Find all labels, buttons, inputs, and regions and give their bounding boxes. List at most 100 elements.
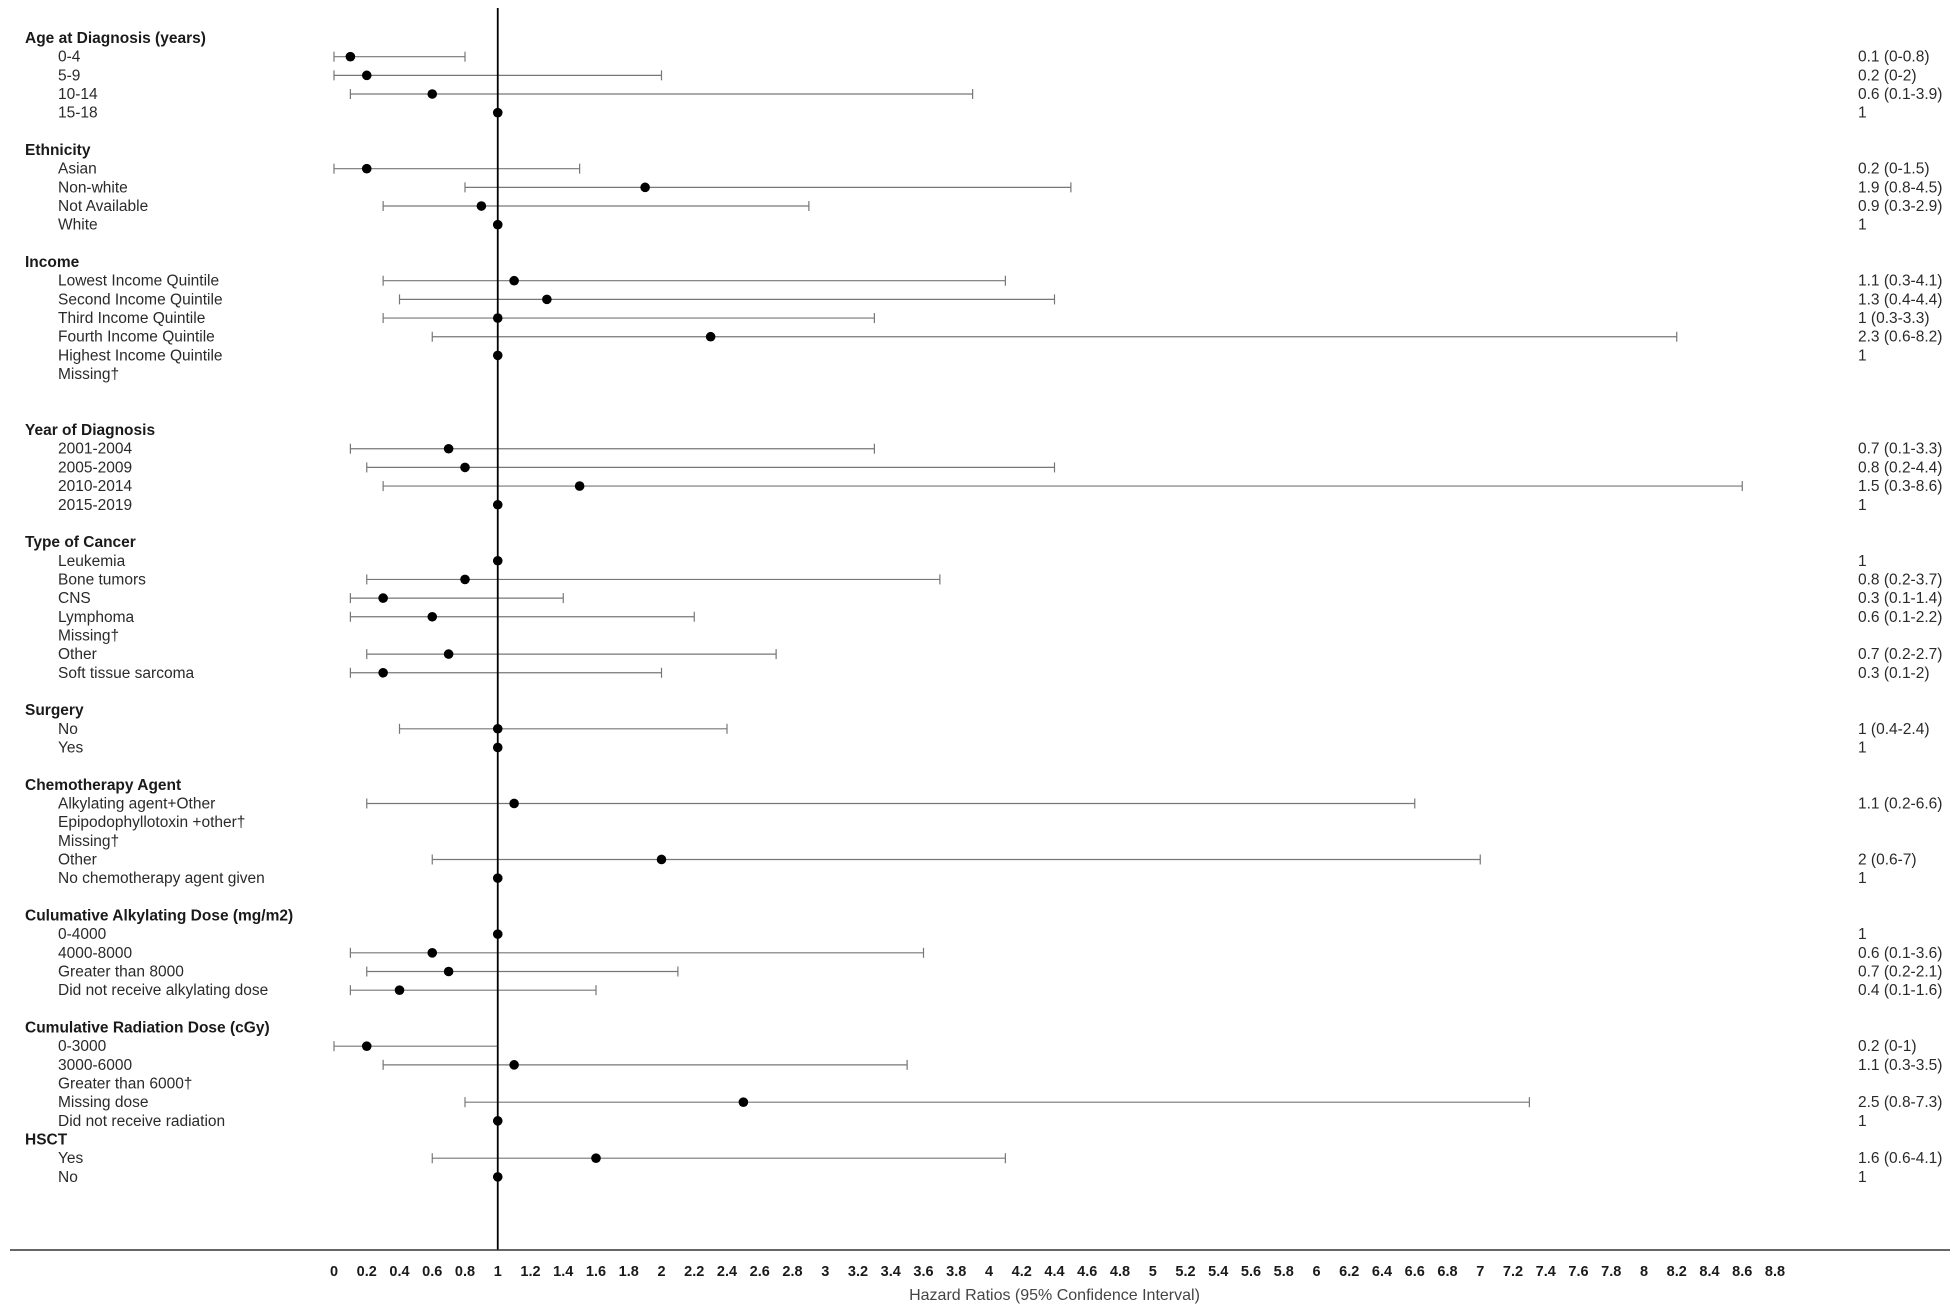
value-label: 1	[1858, 105, 1867, 122]
x-tick-label: 7.6	[1568, 1264, 1588, 1280]
group-label: Culumative Alkylating Dose (mg/m2)	[25, 907, 293, 924]
x-tick-label: 7	[1476, 1264, 1484, 1280]
group-label: Age at Diagnosis (years)	[25, 30, 206, 47]
table-row: Greater than 6000†	[58, 1076, 192, 1093]
x-axis-title: Hazard Ratios (95% Confidence Interval)	[909, 1287, 1200, 1304]
x-tick-label: 8.6	[1732, 1264, 1752, 1280]
x-tick-label: 7.2	[1503, 1264, 1523, 1280]
x-tick-label: 2.4	[717, 1264, 737, 1280]
x-tick-label: 0.8	[455, 1264, 475, 1280]
value-label: 0.6 (0.1-2.2)	[1858, 609, 1942, 626]
x-tick-label: 8.8	[1765, 1264, 1785, 1280]
table-row: Bone tumors 0.8 (0.2-3.7)	[58, 571, 1942, 588]
point-estimate	[640, 182, 650, 193]
value-label: 0.2 (0-1)	[1858, 1038, 1917, 1055]
x-tick-labels: 0 0.2 0.4 0.6 0.8 1 1.2 1.4 1.6 1.8 2 2.2 2.4 2.6 2.8 3…	[330, 1264, 1785, 1280]
value-label: 0.1 (0-0.8)	[1858, 49, 1930, 66]
value-label: 0.7 (0.2-2.7)	[1858, 646, 1942, 663]
value-label: 0.6 (0.1-3.6)	[1858, 945, 1942, 962]
value-label: 1	[1858, 347, 1867, 364]
point-estimate	[427, 948, 438, 958]
row-label: Missing†	[58, 366, 119, 383]
value-label: 0.8 (0.2-4.4)	[1858, 459, 1942, 476]
table-row: 15-18 1	[58, 105, 1867, 122]
value-label: 0.2 (0-2)	[1858, 67, 1917, 84]
value-label: 0.2 (0-1.5)	[1858, 161, 1930, 178]
value-label: 1.6 (0.6-4.1)	[1858, 1150, 1942, 1167]
value-label: 0.6 (0.1-3.9)	[1858, 86, 1942, 103]
point-estimate	[460, 574, 470, 585]
row-label: Lowest Income Quintile	[58, 273, 219, 290]
table-row: Greater than 8000 0.7 (0.2-2.1)	[58, 964, 1942, 981]
row-label: Asian	[58, 161, 97, 178]
row-label: Greater than 6000†	[58, 1076, 192, 1093]
x-tick-label: 2.8	[782, 1264, 802, 1280]
table-row: 2015-2019 1	[58, 497, 1867, 514]
table-row: 2010-2014 1.5 (0.3-8.6)	[58, 478, 1942, 495]
point-estimate	[542, 294, 552, 305]
value-label: 1	[1858, 739, 1867, 756]
row-label: 0-4000	[58, 926, 107, 943]
table-row: Third Income Quintile 1 (0.3-3.3)	[58, 310, 1930, 327]
row-label: 5-9	[58, 67, 80, 84]
row-label: Non-white	[58, 179, 128, 196]
point-estimate	[345, 51, 356, 62]
table-row: Alkylating agent+Other 1.1 (0.2-6.6)	[58, 795, 1942, 812]
table-row: No 1 (0.4-2.4)	[58, 721, 1930, 738]
value-label: 0.8 (0.2-3.7)	[1858, 571, 1942, 588]
value-label: 0.9 (0.3-2.9)	[1858, 198, 1942, 215]
row-label: Did not receive radiation	[58, 1113, 225, 1130]
point-estimate	[361, 70, 372, 81]
row-label: 0-3000	[58, 1038, 107, 1055]
x-tick-label: 6	[1312, 1264, 1320, 1280]
row-label: 4000-8000	[58, 945, 133, 962]
value-label: 1	[1858, 553, 1867, 570]
value-label: 1.5 (0.3-8.6)	[1858, 478, 1942, 495]
table-row: 2001-2004 0.7 (0.1-3.3)	[58, 441, 1942, 458]
x-tick-label: 3	[821, 1264, 829, 1280]
x-tick-label: 3.6	[913, 1264, 933, 1280]
x-tick-label: 8.2	[1667, 1264, 1687, 1280]
table-row: Epipodophyllotoxin +other†	[58, 814, 245, 831]
value-label: 0.4 (0.1-1.6)	[1858, 982, 1942, 999]
x-tick-label: 4	[985, 1264, 993, 1280]
value-label: 1.3 (0.4-4.4)	[1858, 291, 1942, 308]
row-label: 15-18	[58, 105, 98, 122]
row-label: White	[58, 217, 98, 234]
value-label: 1.1 (0.3-3.5)	[1858, 1057, 1942, 1074]
row-label: Highest Income Quintile	[58, 347, 223, 364]
table-row: No chemotherapy agent given 1	[58, 870, 1867, 887]
value-label: 1.1 (0.3-4.1)	[1858, 273, 1942, 290]
value-label: 0.7 (0.1-3.3)	[1858, 441, 1942, 458]
value-label: 1 (0.3-3.3)	[1858, 310, 1930, 327]
row-label: Other	[58, 851, 97, 868]
table-row: Did not receive radiation 1	[58, 1113, 1867, 1130]
x-tick-label: 2.2	[684, 1264, 704, 1280]
x-tick-label: 2	[657, 1264, 665, 1280]
row-label: CNS	[58, 590, 91, 607]
x-tick-label: 1.2	[520, 1264, 540, 1280]
value-label: 1	[1858, 1169, 1867, 1186]
x-tick-label: 8.4	[1699, 1264, 1719, 1280]
value-label: 2.5 (0.8-7.3)	[1858, 1094, 1942, 1111]
table-row: Yes 1	[58, 739, 1867, 756]
row-label: Leukemia	[58, 553, 126, 570]
point-estimate	[460, 462, 470, 473]
row-label: 0-4	[58, 49, 81, 66]
row-label: Third Income Quintile	[58, 310, 205, 327]
row-label: Bone tumors	[58, 571, 146, 588]
value-label: 1.9 (0.8-4.5)	[1858, 179, 1942, 196]
x-tick-label: 5.2	[1175, 1264, 1195, 1280]
table-row: 0-4 0.1 (0-0.8)	[58, 49, 1930, 66]
table-row: 10-14 0.6 (0.1-3.9)	[58, 86, 1942, 103]
table-row: Missing†	[58, 627, 119, 644]
x-tick-label: 1.4	[553, 1264, 573, 1280]
row-label: Yes	[58, 1150, 84, 1167]
row-label: No	[58, 721, 78, 738]
value-label: 1.1 (0.2-6.6)	[1858, 795, 1942, 812]
x-tick-label: 5.8	[1274, 1264, 1294, 1280]
group-label: HSCT	[25, 1132, 68, 1149]
point-estimate	[705, 331, 716, 342]
row-label: 3000-6000	[58, 1057, 133, 1074]
point-estimate	[378, 593, 388, 603]
